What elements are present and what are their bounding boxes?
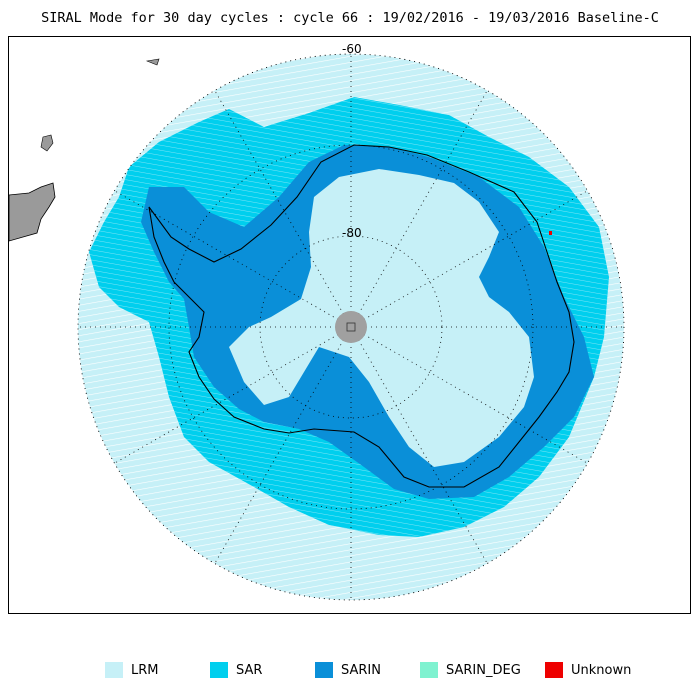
lat-label-80: -80	[342, 226, 362, 240]
legend-label-unknown: Unknown	[571, 662, 632, 678]
legend-swatch-lrm	[105, 662, 123, 678]
legend-swatch-unknown	[545, 662, 563, 678]
legend-swatch-sar	[210, 662, 228, 678]
south-america-land	[9, 182, 56, 242]
legend: LRM SAR SARIN SARIN_DEG Unknown	[0, 660, 700, 680]
lat-label-60: -60	[342, 42, 362, 56]
chart-title: SIRAL Mode for 30 day cycles : cycle 66 …	[41, 10, 659, 26]
legend-swatch-sarin	[315, 662, 333, 678]
graticule-meridians	[78, 54, 624, 600]
lrm-interior	[229, 169, 534, 467]
legend-item-unknown: Unknown	[545, 660, 631, 680]
island-land	[40, 134, 54, 152]
legend-item-sar: SAR	[210, 660, 262, 680]
legend-item-lrm: LRM	[105, 660, 159, 680]
pole-hole	[335, 311, 367, 343]
polar-map: -60 -80	[9, 42, 625, 601]
legend-label-sarin-deg: SARIN_DEG	[446, 662, 521, 678]
legend-item-sarin: SARIN	[315, 660, 381, 680]
island-land	[145, 58, 160, 66]
legend-label-sarin: SARIN	[341, 662, 381, 678]
legend-label-lrm: LRM	[131, 662, 159, 678]
legend-swatch-sarin-deg	[420, 662, 438, 678]
legend-item-sarin-deg: SARIN_DEG	[420, 660, 521, 680]
unknown-marker	[549, 231, 552, 235]
pole-marker	[346, 322, 356, 332]
map-disk-outline	[77, 53, 625, 601]
map-frame: -60 -80	[8, 36, 691, 614]
legend-label-sar: SAR	[236, 662, 263, 678]
